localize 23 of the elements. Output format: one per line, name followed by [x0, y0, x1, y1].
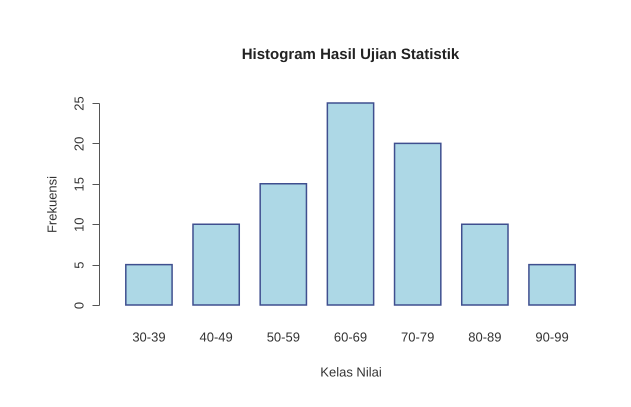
- bar: [125, 264, 173, 306]
- bar: [460, 223, 509, 306]
- bar: [259, 183, 308, 306]
- x-tick-label: 60-69: [334, 330, 368, 344]
- bar: [326, 102, 374, 306]
- bar: [528, 264, 576, 306]
- y-tick-label: 10: [72, 217, 86, 232]
- x-axis-title: Kelas Nilai: [320, 364, 382, 380]
- bar: [394, 142, 442, 306]
- y-tick-label: 20: [72, 136, 86, 152]
- y-tick-label: 0: [72, 302, 86, 310]
- x-tick-label: 30-39: [132, 330, 166, 344]
- y-tick-label: 5: [72, 261, 86, 269]
- x-tick-label: 90-99: [535, 330, 569, 344]
- x-tick-label: 80-89: [468, 330, 502, 344]
- y-tick-label: 15: [72, 177, 86, 192]
- y-axis-title: Frekuensi: [44, 176, 60, 234]
- x-tick-label: 50-59: [266, 330, 300, 344]
- chart-title: Histogram Hasil Ujian Statistik: [242, 46, 460, 63]
- x-tick-label: 70-79: [401, 330, 434, 344]
- bar: [192, 223, 240, 306]
- y-tick-label: 25: [72, 96, 86, 111]
- x-tick-label: 40-49: [200, 330, 233, 344]
